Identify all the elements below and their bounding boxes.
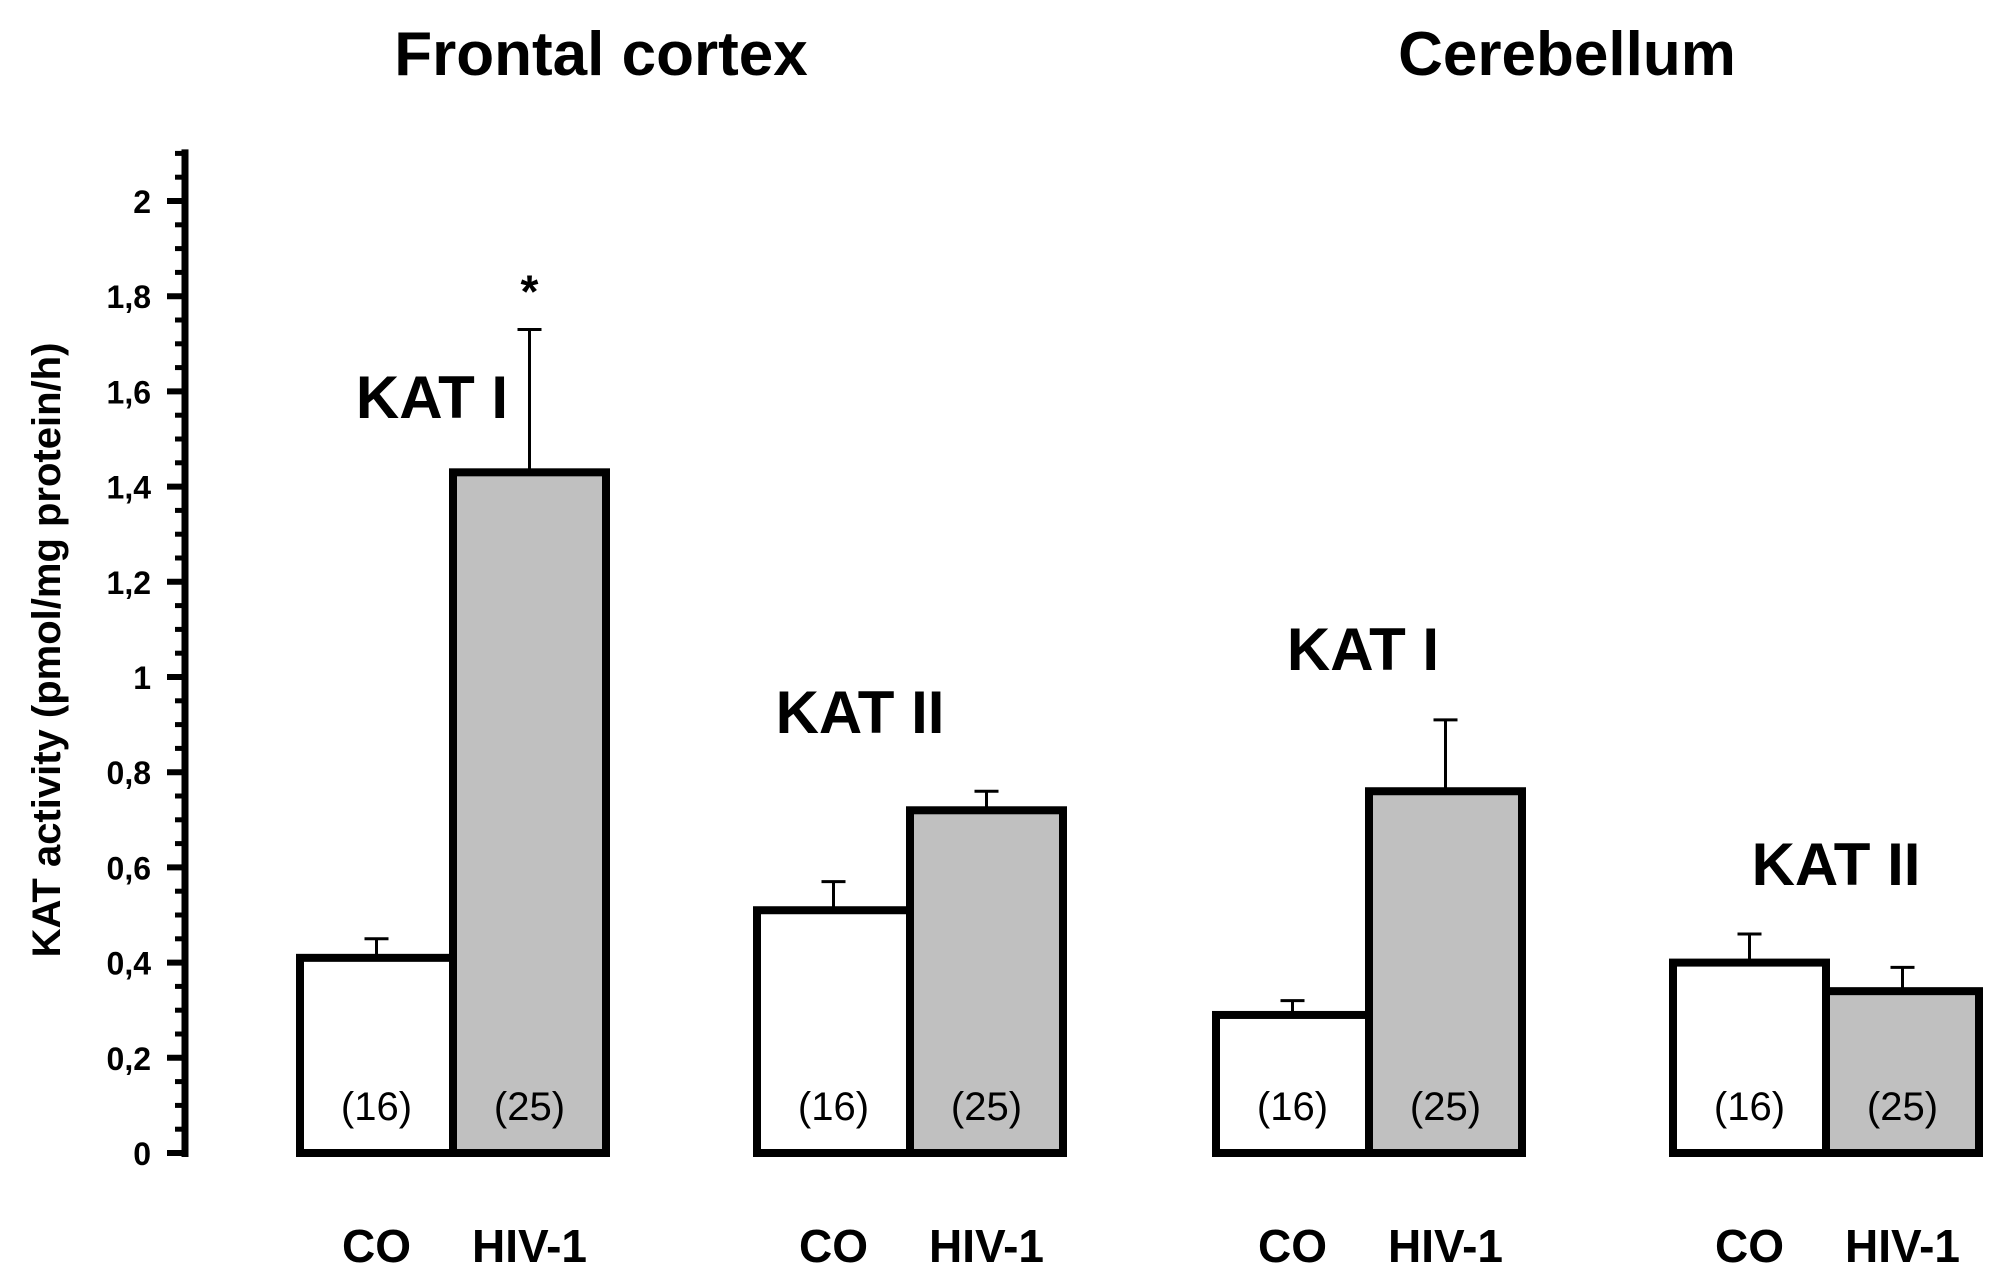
y-axis-title: KAT activity (pmol/mg protein/h) [25, 343, 69, 958]
sample-size-label: (25) [494, 1085, 565, 1129]
y-tick-label: 1,4 [107, 470, 152, 506]
y-axis: 0 0,2 0,4 0,6 0,8 1 1,2 1,4 1,6 1,8 2 [107, 149, 189, 1172]
y-tick-label: 0,4 [107, 946, 152, 982]
category-label: CO [1715, 1220, 1784, 1272]
bar-co [1212, 1010, 1373, 1158]
bar-group: (16) CO (25) HIV-1 KAT II [1669, 831, 1983, 1272]
group-label: KAT I [1287, 616, 1439, 683]
y-tick-label: 0,8 [107, 755, 151, 791]
sample-size-label: (16) [341, 1085, 412, 1129]
bar-hiv-1 [1365, 787, 1526, 1157]
bar-co [753, 906, 914, 1157]
significance-marker: * [521, 266, 539, 318]
group-label: KAT II [1752, 831, 1921, 898]
category-label: HIV-1 [472, 1220, 587, 1272]
y-tick-label: 0,2 [107, 1041, 151, 1077]
group-label: KAT I [356, 364, 508, 431]
category-label: HIV-1 [929, 1220, 1044, 1272]
bar-hiv-1 [906, 806, 1067, 1158]
y-tick-label: 0 [133, 1136, 151, 1172]
sample-size-label: (16) [1257, 1085, 1328, 1129]
category-label: HIV-1 [1388, 1220, 1503, 1272]
y-tick-label: 0,6 [107, 850, 151, 886]
y-tick-label: 1,8 [107, 279, 151, 315]
bar-group: (16) CO (25) HIV-1 KAT I [1212, 616, 1526, 1272]
sample-size-label: (25) [1410, 1085, 1481, 1129]
category-label: HIV-1 [1845, 1220, 1960, 1272]
sample-size-label: (16) [798, 1085, 869, 1129]
y-tick-label: 1 [133, 660, 151, 696]
bar-hiv-1 [449, 468, 610, 1157]
region-title-frontal-cortex: Frontal cortex [394, 20, 808, 89]
bar-groups: (16)CO(25)HIV-1*KAT I(16)CO(25)HIV-1KAT … [296, 266, 1983, 1272]
y-tick-label: 1,2 [107, 565, 151, 601]
y-tick-label: 1,6 [107, 374, 151, 410]
bar-group: (16) CO (25) HIV-1 KAT II [753, 679, 1067, 1272]
y-tick-label: 2 [133, 184, 151, 220]
group-label: KAT II [776, 679, 945, 746]
category-label: CO [799, 1220, 868, 1272]
bar-group: (16) CO (25) HIV-1 *KAT I [296, 266, 610, 1272]
sample-size-label: (25) [1867, 1085, 1938, 1129]
bar-hiv-1 [1822, 987, 1983, 1157]
sample-size-label: (25) [951, 1085, 1022, 1129]
sample-size-label: (16) [1714, 1085, 1785, 1129]
bar-co [1669, 958, 1830, 1157]
category-label: CO [342, 1220, 411, 1272]
category-label: CO [1258, 1220, 1327, 1272]
region-title-cerebellum: Cerebellum [1398, 20, 1736, 89]
